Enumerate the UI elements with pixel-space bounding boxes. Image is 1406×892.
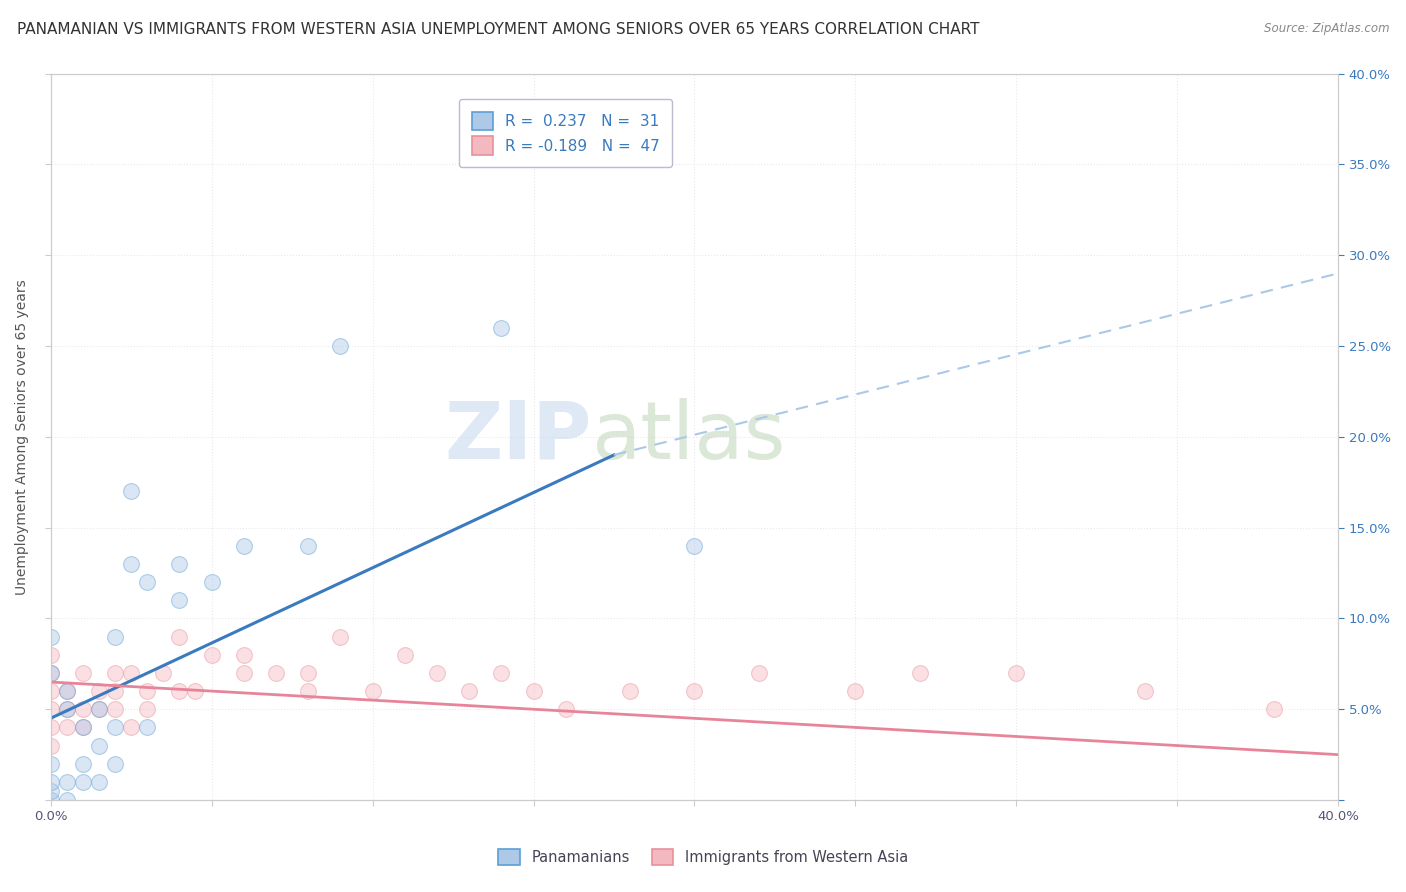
Point bbox=[39, 665, 62, 680]
Point bbox=[39, 648, 62, 662]
Point bbox=[72, 756, 94, 771]
Point bbox=[104, 756, 127, 771]
Point bbox=[264, 665, 287, 680]
Point bbox=[39, 684, 62, 698]
Point bbox=[120, 665, 142, 680]
Point bbox=[55, 684, 77, 698]
Point bbox=[136, 720, 159, 734]
Point bbox=[297, 539, 319, 553]
Legend: R =  0.237   N =  31, R = -0.189   N =  47: R = 0.237 N = 31, R = -0.189 N = 47 bbox=[460, 99, 672, 167]
Point bbox=[200, 648, 222, 662]
Text: ZIP: ZIP bbox=[444, 398, 592, 475]
Point bbox=[232, 539, 254, 553]
Point bbox=[297, 665, 319, 680]
Point bbox=[297, 684, 319, 698]
Point bbox=[39, 784, 62, 798]
Point bbox=[120, 484, 142, 499]
Point bbox=[683, 684, 706, 698]
Point bbox=[361, 684, 384, 698]
Point bbox=[136, 684, 159, 698]
Point bbox=[87, 702, 110, 716]
Text: PANAMANIAN VS IMMIGRANTS FROM WESTERN ASIA UNEMPLOYMENT AMONG SENIORS OVER 65 YE: PANAMANIAN VS IMMIGRANTS FROM WESTERN AS… bbox=[17, 22, 980, 37]
Point bbox=[1263, 702, 1285, 716]
Point bbox=[136, 702, 159, 716]
Point bbox=[104, 665, 127, 680]
Point bbox=[72, 702, 94, 716]
Point bbox=[1135, 684, 1157, 698]
Point bbox=[120, 720, 142, 734]
Point bbox=[39, 756, 62, 771]
Point bbox=[491, 321, 513, 335]
Point bbox=[104, 684, 127, 698]
Point bbox=[87, 684, 110, 698]
Point bbox=[169, 684, 191, 698]
Point bbox=[1005, 665, 1028, 680]
Point bbox=[55, 702, 77, 716]
Point bbox=[104, 630, 127, 644]
Point bbox=[39, 630, 62, 644]
Y-axis label: Unemployment Among Seniors over 65 years: Unemployment Among Seniors over 65 years bbox=[15, 279, 30, 595]
Text: atlas: atlas bbox=[592, 398, 786, 475]
Text: Source: ZipAtlas.com: Source: ZipAtlas.com bbox=[1264, 22, 1389, 36]
Point bbox=[554, 702, 576, 716]
Point bbox=[329, 630, 352, 644]
Point bbox=[104, 702, 127, 716]
Point bbox=[72, 720, 94, 734]
Point bbox=[200, 575, 222, 590]
Point bbox=[39, 720, 62, 734]
Point bbox=[152, 665, 174, 680]
Point bbox=[329, 339, 352, 353]
Point bbox=[748, 665, 770, 680]
Point bbox=[87, 739, 110, 753]
Point bbox=[39, 702, 62, 716]
Legend: Panamanians, Immigrants from Western Asia: Panamanians, Immigrants from Western Asi… bbox=[492, 843, 914, 871]
Point bbox=[55, 775, 77, 789]
Point bbox=[87, 775, 110, 789]
Point bbox=[87, 702, 110, 716]
Point bbox=[619, 684, 641, 698]
Point bbox=[394, 648, 416, 662]
Point bbox=[232, 648, 254, 662]
Point bbox=[491, 665, 513, 680]
Point bbox=[39, 775, 62, 789]
Point bbox=[39, 739, 62, 753]
Point bbox=[683, 539, 706, 553]
Point bbox=[55, 702, 77, 716]
Point bbox=[522, 684, 544, 698]
Point bbox=[72, 720, 94, 734]
Point bbox=[72, 665, 94, 680]
Point bbox=[844, 684, 866, 698]
Point bbox=[169, 593, 191, 607]
Point bbox=[104, 720, 127, 734]
Point bbox=[426, 665, 449, 680]
Point bbox=[55, 720, 77, 734]
Point bbox=[120, 557, 142, 571]
Point bbox=[184, 684, 207, 698]
Point bbox=[72, 775, 94, 789]
Point bbox=[39, 793, 62, 807]
Point bbox=[55, 684, 77, 698]
Point bbox=[136, 575, 159, 590]
Point bbox=[39, 665, 62, 680]
Point bbox=[169, 557, 191, 571]
Point bbox=[169, 630, 191, 644]
Point bbox=[458, 684, 481, 698]
Point bbox=[55, 793, 77, 807]
Point bbox=[908, 665, 931, 680]
Point bbox=[232, 665, 254, 680]
